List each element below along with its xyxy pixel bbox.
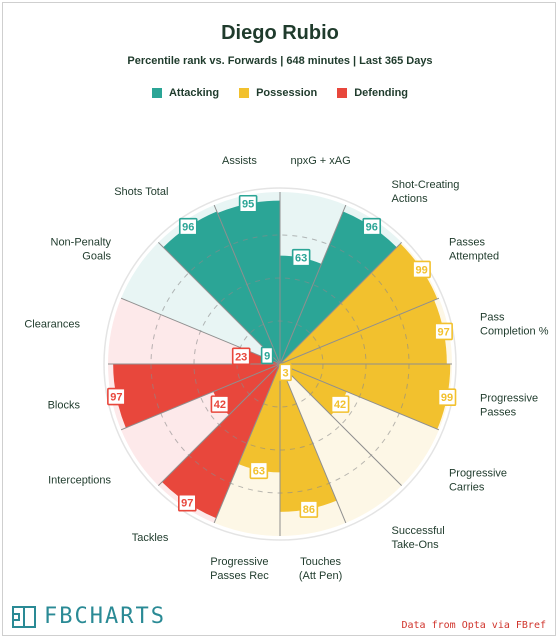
pitch-icon	[12, 605, 36, 628]
legend-item-defending: Defending	[337, 87, 408, 99]
category-label-progressive-passes-rec: Progressive Passes Rec	[210, 556, 269, 582]
value-badge-progressive-passes	[437, 388, 457, 407]
background-wedge-non-penalty-goals	[121, 242, 281, 364]
value-badge-successful-take-ons	[279, 363, 292, 382]
category-label-shots-total: Shots Total	[114, 186, 168, 198]
category-label-interceptions: Interceptions	[48, 475, 111, 487]
category-label-progressive-carries: Progressive Carries	[449, 468, 507, 494]
category-label-passes-attempted: Passes Attempted	[449, 236, 499, 262]
legend-swatch-defending	[337, 88, 348, 98]
category-label-successful-take-ons: Successful Take-Ons	[392, 525, 445, 551]
legend-swatch-possession	[239, 88, 250, 98]
value-badge-pass-completion	[434, 322, 453, 341]
bar-shots-total	[163, 211, 280, 364]
category-label-shot-creating-actions: Shot-Creating Actions	[392, 179, 460, 205]
spoke-1	[279, 204, 347, 365]
legend-label-possession: Possession	[256, 87, 318, 99]
chart-subtitle: Percentile rank vs. Forwards | 648 minut…	[127, 55, 433, 67]
value-badge-passes-attempted	[412, 260, 431, 279]
legend-swatch-attacking	[151, 88, 162, 98]
category-label-non-penalty-goals: Non-Penalty Goals	[51, 236, 112, 262]
legend-label-attacking: Attacking	[168, 87, 220, 99]
value-label-touches-att-pen: 86	[303, 504, 315, 516]
value-badge-progressive-carries	[330, 395, 350, 413]
category-label-progressive-passes: Progressive Passes	[480, 393, 538, 419]
value-badge-clearances	[231, 347, 251, 366]
bar-interceptions	[213, 364, 280, 416]
logo-text: FBCHARTS	[44, 604, 166, 629]
data-credit: Data from Opta via FBref	[401, 620, 547, 631]
value-badge-non-penalty-goals	[260, 346, 274, 365]
bar-progressive-passes	[280, 364, 451, 430]
value-label-clearances: 23	[235, 351, 247, 363]
bar-npxg-xag	[280, 255, 322, 364]
bar-blocks	[113, 364, 280, 428]
value-badge-interceptions	[210, 395, 230, 413]
chart-title: Diego Rubio	[221, 22, 339, 44]
spoke-7	[279, 363, 347, 524]
value-label-progressive-carries: 42	[334, 399, 346, 411]
value-label-assists: 95	[242, 199, 254, 211]
category-label-tackles: Tackles	[132, 532, 169, 544]
category-label-touches-att-pen: Touches (Att Pen)	[299, 556, 342, 582]
value-label-shots-total: 96	[182, 222, 194, 234]
spoke-10	[158, 363, 281, 486]
value-label-tackles: 97	[181, 498, 193, 510]
category-label-npxg-xag: npxG + xAG	[290, 155, 350, 167]
bar-shot-creating-actions	[280, 211, 397, 364]
value-badge-blocks	[107, 387, 126, 406]
bar-touches-att-pen	[280, 364, 337, 512]
background-wedge-successful-take-ons	[280, 364, 402, 523]
value-badge-npxg-xag	[291, 248, 311, 267]
bar-progressive-passes-rec	[238, 364, 280, 473]
value-label-progressive-passes: 99	[441, 392, 453, 404]
category-label-clearances: Clearances	[24, 318, 80, 330]
bar-progressive-carries	[280, 364, 347, 416]
bar-passes-attempted	[280, 243, 438, 364]
spoke-2	[279, 242, 402, 365]
value-label-npxg-xag: 63	[295, 253, 307, 265]
value-label-blocks: 97	[110, 392, 122, 404]
category-label-assists: Assists	[222, 155, 257, 167]
value-label-successful-take-ons: 3	[282, 367, 288, 379]
spoke-6	[279, 363, 402, 486]
bar-tackles	[162, 364, 280, 519]
spoke-15	[213, 204, 281, 365]
bar-pass-completion	[280, 300, 447, 364]
legend-label-defending: Defending	[354, 87, 409, 99]
value-label-passes-attempted: 99	[415, 264, 427, 276]
legend-item-possession: Possession	[239, 87, 317, 99]
value-badge-assists	[238, 194, 258, 213]
value-badge-touches-att-pen	[299, 500, 319, 518]
value-badge-tackles	[178, 493, 197, 512]
spoke-13	[120, 297, 281, 365]
category-label-pass-completion: Pass Completion %	[480, 311, 549, 337]
spoke-11	[120, 363, 281, 431]
value-label-interceptions: 42	[214, 399, 226, 411]
value-badge-progressive-passes-rec	[249, 461, 269, 480]
fbcharts-logo: FBCHARTS	[12, 604, 166, 629]
spoke-3	[279, 297, 440, 365]
value-label-pass-completion: 97	[438, 326, 450, 338]
legend-item-attacking: Attacking	[151, 87, 220, 99]
spoke-5	[279, 363, 440, 431]
value-badge-shots-total	[178, 217, 198, 236]
value-label-progressive-passes-rec: 63	[253, 465, 265, 477]
legend: Attacking Possession Defending	[0, 87, 560, 99]
value-badge-shot-creating-actions	[362, 217, 382, 236]
value-label-non-penalty-goals: 9	[264, 350, 270, 362]
spoke-14	[158, 242, 281, 365]
spoke-9	[213, 363, 281, 524]
category-label-blocks: Blocks	[48, 400, 81, 412]
value-label-shot-creating-actions: 96	[366, 222, 378, 234]
bar-assists	[217, 200, 280, 364]
